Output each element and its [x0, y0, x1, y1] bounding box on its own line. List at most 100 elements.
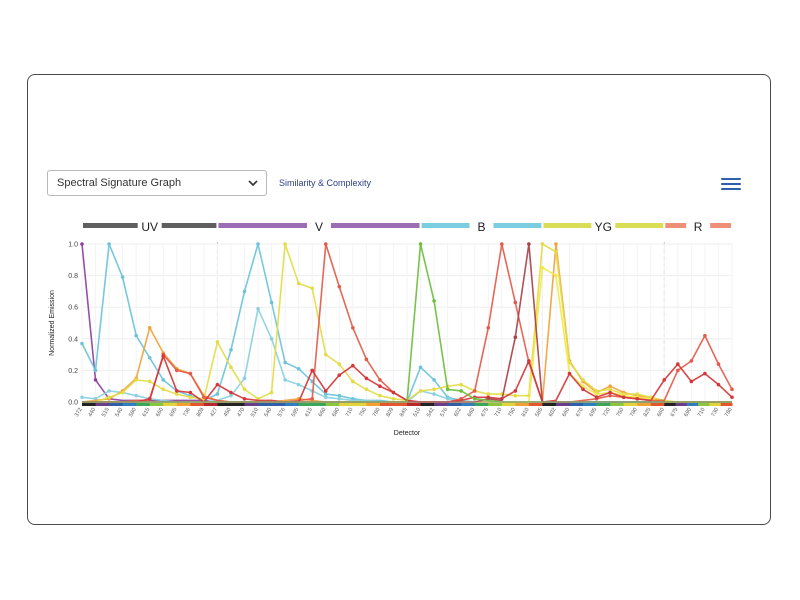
- series-point: [445, 387, 450, 392]
- series-point: [256, 242, 260, 246]
- graph-type-dropdown[interactable]: Spectral Signature Graph: [47, 170, 267, 196]
- series-point: [147, 355, 152, 360]
- laser-band-right-r: [710, 223, 731, 228]
- series-point: [93, 368, 98, 373]
- series-point: [107, 395, 111, 400]
- x-tick-label: 750: [507, 407, 517, 418]
- series-point: [513, 393, 518, 398]
- series-point: [242, 397, 247, 401]
- series-point: [120, 390, 125, 395]
- series-point: [567, 371, 572, 376]
- series-point: [513, 300, 518, 305]
- x-tick-label: 809: [196, 407, 206, 418]
- series-point: [418, 365, 423, 370]
- detector-strip-segment: [285, 403, 300, 406]
- series-point: [594, 395, 599, 400]
- series-point: [689, 379, 694, 384]
- series-point: [676, 362, 680, 366]
- x-tick-label: 675: [670, 407, 680, 418]
- detector-strip-segment: [434, 403, 449, 406]
- series-point: [472, 389, 477, 393]
- series-point: [716, 382, 721, 387]
- dropdown-selected-value: Spectral Signature Graph: [57, 177, 182, 189]
- x-tick-label: 440: [87, 407, 97, 418]
- series-point: [621, 395, 626, 400]
- series-point: [608, 393, 612, 398]
- series-point: [594, 389, 599, 393]
- x-tick-label: 510: [412, 407, 422, 418]
- x-tick-label: 602: [548, 407, 558, 418]
- x-tick-label: 615: [304, 407, 314, 418]
- x-tick-label: 660: [318, 407, 328, 418]
- series-point: [730, 387, 734, 392]
- series-point: [161, 354, 166, 358]
- series-point: [242, 376, 247, 381]
- laser-band-left-r: [665, 223, 687, 228]
- detector-strip-segment: [230, 403, 245, 406]
- series-point: [256, 306, 260, 311]
- similarity-complexity-link[interactable]: Similarity & Complexity: [279, 178, 372, 188]
- series-point: [107, 389, 111, 393]
- laser-label: UV: [141, 220, 158, 234]
- series-point: [134, 333, 138, 338]
- x-tick-label: 680: [331, 407, 341, 418]
- series-point: [391, 390, 396, 395]
- detector-strip-segment: [407, 403, 422, 406]
- detector-strip-segment: [217, 403, 232, 406]
- detector-strip-segment: [623, 403, 638, 406]
- x-tick-label: 510: [250, 407, 260, 418]
- series-point: [147, 325, 152, 330]
- y-axis-title: Normalized Emission: [49, 290, 56, 356]
- laser-band-right-b: [493, 223, 542, 228]
- x-tick-label: 720: [602, 407, 612, 418]
- x-tick-label: 660: [656, 407, 666, 418]
- series-point: [486, 392, 491, 396]
- x-tick-label: 660: [155, 407, 165, 418]
- x-tick-label: 675: [480, 407, 490, 418]
- detector-strip-segment: [244, 403, 259, 406]
- detector-strip-segment: [501, 403, 516, 406]
- y-tick-label: 1.0: [68, 242, 78, 249]
- series-point: [594, 392, 599, 396]
- x-tick-label: 710: [494, 407, 504, 418]
- detector-strip-segment: [650, 403, 665, 406]
- series-point: [188, 395, 193, 400]
- x-tick-label: 825: [643, 407, 653, 418]
- series-point: [337, 393, 342, 398]
- y-tick-label: 0.2: [68, 368, 78, 375]
- x-tick-label: 595: [291, 407, 301, 418]
- x-tick-label: 695: [169, 407, 179, 418]
- series-point: [323, 389, 328, 393]
- series-point: [418, 242, 423, 246]
- detector-strip-segment: [258, 403, 273, 406]
- detector-strip-segment: [298, 403, 313, 406]
- detector-strip-segment: [149, 403, 164, 406]
- series-point: [676, 368, 680, 373]
- detector-strip-segment: [203, 403, 218, 406]
- series-point: [581, 384, 585, 388]
- series-point: [161, 378, 166, 382]
- chevron-down-icon: [248, 180, 258, 187]
- series-point: [134, 393, 138, 398]
- laser-band-right-uv: [161, 223, 217, 228]
- series-point: [134, 378, 138, 382]
- detector-strip-segment: [637, 403, 652, 406]
- detector-strip-segment: [176, 403, 191, 406]
- x-tick-label: 736: [182, 407, 192, 418]
- detector-strip-segment: [190, 403, 205, 406]
- series-point: [337, 284, 342, 289]
- detector-strip-segment: [82, 403, 97, 406]
- x-tick-label: 540: [115, 407, 125, 418]
- x-tick-label: 615: [142, 407, 152, 418]
- series-point: [554, 242, 558, 246]
- x-tick-label: 710: [345, 407, 355, 418]
- laser-band-left-yg: [543, 223, 592, 228]
- series-point: [337, 362, 342, 366]
- series-point: [364, 387, 369, 392]
- hamburger-menu-icon[interactable]: [721, 178, 741, 192]
- y-tick-label: 0.6: [68, 305, 78, 312]
- series-point: [229, 393, 233, 398]
- series-point: [323, 352, 328, 357]
- series-point: [608, 387, 612, 392]
